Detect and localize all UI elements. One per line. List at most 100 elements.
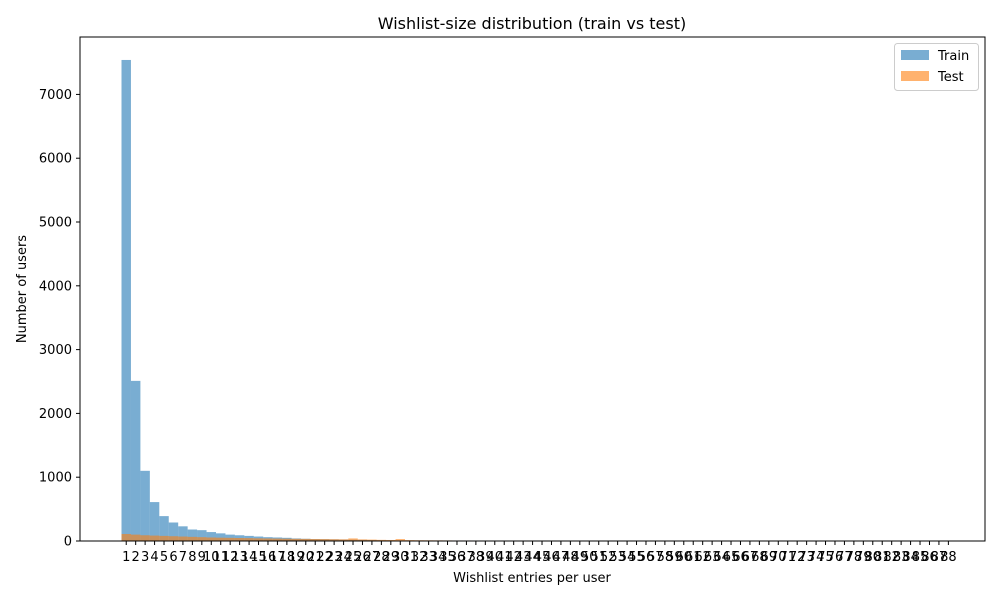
x-tick-label: 73 — [798, 550, 815, 565]
bar-test — [140, 535, 150, 541]
x-tick-label: 75 — [817, 550, 834, 565]
x-tick-label: 45 — [534, 550, 551, 565]
bar-test — [357, 539, 368, 541]
x-tick-label: 66 — [732, 550, 749, 565]
bar-test — [130, 534, 141, 541]
x-tick-label: 61 — [685, 550, 702, 565]
bar-test — [121, 533, 131, 541]
x-tick-label: 46 — [543, 550, 560, 565]
x-tick-label: 44 — [524, 550, 541, 565]
x-tick-label: 29 — [383, 550, 400, 565]
x-tick-label: 51 — [590, 550, 607, 565]
bar-test — [187, 536, 198, 541]
x-tick-label: 23 — [326, 550, 343, 565]
chart-title: Wishlist-size distribution (train vs tes… — [378, 14, 686, 33]
bar-test — [329, 539, 339, 541]
x-tick-label: 30 — [392, 550, 409, 565]
x-tick-label: 40 — [487, 550, 504, 565]
x-tick-label: 70 — [770, 550, 787, 565]
x-tick-label: 37 — [458, 550, 475, 565]
x-tick-label: 8 — [188, 550, 196, 565]
x-tick-label: 81 — [874, 550, 891, 565]
x-tick-label: 4 — [150, 550, 158, 565]
x-tick-label: 48 — [562, 550, 579, 565]
x-tick-label: 55 — [628, 550, 645, 565]
bar-test — [338, 539, 349, 541]
bar-train — [149, 502, 160, 541]
x-tick-label: 50 — [581, 550, 598, 565]
x-tick-label: 33 — [420, 550, 437, 565]
bar-test — [263, 538, 273, 541]
x-tick-label: 87 — [931, 550, 948, 565]
x-tick-label: 83 — [893, 550, 910, 565]
bar-test — [178, 536, 188, 541]
y-tick-label: 2000 — [39, 407, 72, 422]
bar-test — [301, 538, 311, 541]
y-tick-label: 6000 — [39, 152, 72, 167]
x-tick-label: 65 — [723, 550, 740, 565]
bar-test — [376, 539, 387, 541]
plot-frame — [79, 36, 986, 542]
x-tick-label: 12 — [222, 550, 239, 565]
x-tick-label: 25 — [345, 550, 362, 565]
x-tick-label: 28 — [373, 550, 390, 565]
x-tick-label: 26 — [354, 550, 371, 565]
y-tick-label: 0 — [64, 535, 72, 550]
y-axis-label: Number of users — [15, 235, 30, 343]
x-tick-label: 74 — [808, 550, 825, 565]
plot-area — [121, 59, 632, 541]
x-tick-label: 38 — [468, 550, 485, 565]
x-tick-label: 21 — [307, 550, 324, 565]
bar-train — [197, 530, 207, 541]
y-tick-label: 4000 — [39, 279, 72, 294]
x-tick-label: 88 — [940, 550, 957, 565]
bar-test — [386, 539, 396, 541]
x-tick-label: 57 — [647, 550, 664, 565]
bar-train — [216, 533, 226, 541]
y-axis: 0 1000 2000 3000 4000 5000 6000 7000 — [39, 88, 80, 550]
x-tick-label: 49 — [572, 550, 589, 565]
x-tick-label: 41 — [496, 550, 513, 565]
x-tick-label: 64 — [713, 550, 730, 565]
x-tick-label: 58 — [657, 550, 674, 565]
y-tick-label: 7000 — [39, 88, 72, 103]
x-tick-label: 32 — [411, 550, 428, 565]
bar-train — [121, 59, 131, 541]
x-tick-label: 62 — [694, 550, 711, 565]
x-tick-label: 85 — [912, 550, 929, 565]
legend: Train Test — [894, 43, 979, 91]
x-tick-label: 72 — [789, 550, 806, 565]
series-train — [121, 59, 405, 541]
x-tick-label: 3 — [141, 550, 149, 565]
bar-train — [130, 380, 141, 541]
x-tick-label: 60 — [676, 550, 693, 565]
bar-test — [272, 538, 283, 541]
x-tick-label: 6 — [169, 550, 177, 565]
bar-test — [319, 539, 330, 541]
x-tick-label: 24 — [335, 550, 352, 565]
bar-test — [395, 539, 405, 541]
bar-test — [206, 537, 216, 541]
x-tick-label: 47 — [553, 550, 570, 565]
x-axis-label: Wishlist entries per user — [453, 571, 611, 586]
x-tick-label: 14 — [241, 550, 258, 565]
bar-train — [178, 526, 188, 541]
x-tick-label: 27 — [364, 550, 381, 565]
y-tick-label: 5000 — [39, 216, 72, 231]
x-tick-label: 67 — [742, 550, 759, 565]
x-tick-label: 36 — [449, 550, 466, 565]
x-tick-label: 79 — [855, 550, 872, 565]
x-tick-label: 17 — [269, 550, 286, 565]
bar-test — [149, 535, 160, 541]
x-tick-label: 63 — [704, 550, 721, 565]
x-tick-label: 20 — [298, 550, 315, 565]
bar-test — [225, 537, 235, 541]
x-tick-label: 54 — [619, 550, 636, 565]
y-tick-label: 3000 — [39, 343, 72, 358]
x-tick-label: 11 — [212, 550, 229, 565]
x-tick-label: 7 — [179, 550, 187, 565]
x-tick-label: 59 — [666, 550, 683, 565]
x-tick-label: 9 — [198, 550, 206, 565]
legend-swatch-test — [901, 71, 929, 81]
